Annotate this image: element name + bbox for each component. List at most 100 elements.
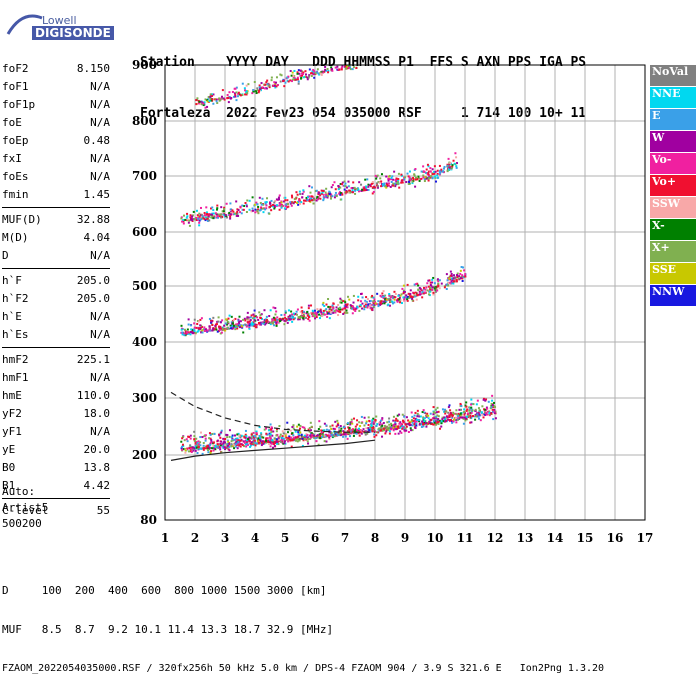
echo-point (317, 72, 320, 75)
echo-point (272, 204, 275, 207)
echo-point (209, 97, 212, 100)
echo-point (346, 311, 349, 314)
echo-point (202, 102, 205, 105)
echo-point (303, 435, 306, 438)
echo-point (387, 303, 390, 306)
echo-point (231, 320, 234, 323)
echo-point (273, 206, 276, 209)
echo-point (279, 204, 282, 207)
echo-point (431, 286, 434, 289)
echo-point (289, 69, 292, 72)
legend-item-x-: X- (650, 219, 696, 241)
echo-point (320, 431, 323, 434)
echo-point (413, 174, 416, 177)
echo-point (436, 406, 439, 409)
echo-point (245, 211, 248, 214)
echo-point (416, 412, 419, 415)
echo-point (441, 170, 444, 173)
echo-point (463, 269, 466, 272)
echo-point (295, 191, 298, 194)
echo-point (207, 448, 210, 451)
param-value: 32.88 (76, 213, 110, 226)
echo-point (269, 436, 272, 439)
echo-point (199, 441, 202, 444)
echo-point (462, 411, 465, 414)
echo-point (366, 298, 369, 301)
echo-point (266, 197, 269, 200)
echo-point (215, 100, 218, 103)
param-row: yE 20.0 (2, 441, 110, 459)
echo-point (422, 417, 425, 420)
echo-point (427, 179, 430, 182)
echo-point (436, 289, 439, 292)
echo-point (256, 316, 259, 319)
echo-point (282, 204, 285, 207)
echo-point (428, 421, 431, 424)
echo-point (235, 91, 238, 94)
echo-point (414, 427, 417, 430)
echo-point (285, 203, 288, 206)
param-name: foF2 (2, 62, 29, 75)
echo-point (493, 408, 496, 411)
echo-point (448, 420, 451, 423)
echo-point (210, 207, 213, 210)
footer-filename: FZAOM_2022054035000.RSF / 320fx256h 50 k… (2, 663, 605, 674)
echo-point (414, 293, 417, 296)
echo-point (238, 315, 241, 318)
echo-point (207, 451, 210, 454)
echo-point (264, 202, 267, 205)
echo-point (384, 184, 387, 187)
echo-point (186, 215, 189, 218)
echo-point (183, 439, 186, 442)
echo-point (372, 296, 375, 299)
echo-point (420, 423, 423, 426)
echo-point (278, 438, 281, 441)
echo-point (246, 199, 249, 202)
echo-point (431, 281, 434, 284)
echo-point (369, 185, 372, 188)
echo-point (352, 181, 355, 184)
echo-point (476, 413, 479, 416)
echo-point (353, 429, 356, 432)
echo-point (365, 422, 368, 425)
echo-point (329, 425, 332, 428)
echo-point (230, 440, 233, 443)
echo-point (327, 305, 330, 308)
echo-point (408, 170, 411, 173)
echo-point (482, 397, 485, 400)
echo-point (304, 316, 307, 319)
echo-point (373, 435, 376, 438)
echo-point (434, 175, 437, 178)
echo-point (308, 430, 311, 433)
echo-point (221, 213, 224, 216)
echo-point (248, 320, 251, 323)
echo-point (397, 294, 400, 297)
echo-point (241, 82, 244, 85)
echo-point (194, 218, 197, 221)
echo-point (270, 199, 273, 202)
echo-point (275, 442, 278, 445)
echo-point (206, 330, 209, 333)
echo-point (221, 327, 224, 330)
echo-point (251, 442, 254, 445)
param-name: h`E (2, 310, 22, 323)
echo-point (434, 408, 437, 411)
echo-point (265, 87, 268, 90)
echo-point (434, 420, 437, 423)
echo-point (431, 168, 434, 171)
echo-point (439, 427, 442, 430)
echo-point (266, 83, 269, 86)
echo-point (437, 422, 440, 425)
echo-point (382, 421, 385, 424)
echo-point (217, 320, 220, 323)
echo-point (223, 208, 226, 211)
echo-point (236, 327, 239, 330)
echo-point (269, 428, 272, 431)
echo-point (248, 199, 251, 202)
echo-point (320, 312, 323, 315)
echo-point (206, 445, 209, 448)
echo-point (267, 84, 270, 87)
echo-point (197, 329, 200, 332)
param-name: B0 (2, 461, 16, 474)
echo-point (383, 295, 386, 298)
